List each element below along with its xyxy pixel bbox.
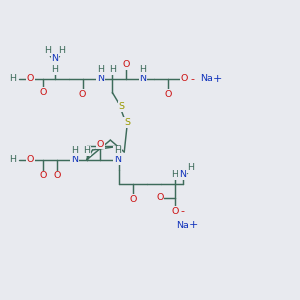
Text: O: O — [171, 207, 178, 216]
Text: H: H — [44, 46, 52, 56]
Text: H: H — [83, 146, 90, 155]
Text: O: O — [97, 140, 104, 148]
Text: N: N — [71, 155, 78, 164]
Text: S: S — [124, 118, 130, 127]
Text: S: S — [118, 102, 124, 111]
Text: O: O — [130, 195, 137, 204]
Text: H: H — [114, 146, 121, 155]
Text: Na: Na — [176, 221, 189, 230]
Text: O: O — [122, 60, 130, 69]
Text: +: + — [213, 74, 222, 84]
Text: O: O — [164, 90, 172, 99]
Text: O: O — [26, 74, 34, 83]
Text: Na: Na — [200, 74, 213, 83]
Text: O: O — [181, 74, 188, 83]
Text: N: N — [51, 54, 58, 63]
Text: H: H — [9, 155, 16, 164]
Text: H: H — [187, 163, 194, 172]
Text: O: O — [26, 155, 34, 164]
Text: N: N — [97, 74, 104, 83]
Text: H: H — [140, 65, 147, 74]
Text: H: H — [9, 74, 16, 83]
Text: H: H — [109, 65, 116, 74]
Text: O: O — [79, 90, 86, 99]
Text: N: N — [140, 74, 147, 83]
Text: O: O — [39, 88, 47, 97]
Text: N: N — [114, 155, 121, 164]
Text: H: H — [58, 46, 65, 56]
Text: O: O — [39, 171, 47, 180]
Text: N: N — [179, 170, 186, 179]
Text: H: H — [51, 65, 58, 74]
Text: O: O — [53, 171, 61, 180]
Text: +: + — [189, 220, 198, 230]
Text: -: - — [190, 74, 195, 84]
Text: H: H — [97, 65, 104, 74]
Text: H: H — [171, 170, 178, 179]
Text: H: H — [71, 146, 78, 155]
Text: O: O — [156, 193, 164, 202]
Text: -: - — [181, 206, 185, 216]
